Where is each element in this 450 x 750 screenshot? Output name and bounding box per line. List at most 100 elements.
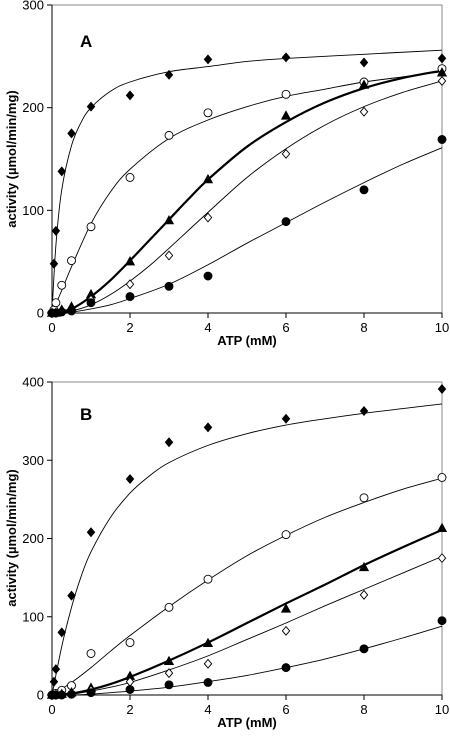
panel-a-series-5-point bbox=[359, 185, 369, 195]
panel-a: A ATP (mM) activity (µmol/min/mg) 0 2 4 6 8 1… bbox=[4, 0, 449, 348]
panel-b-series-1-point bbox=[57, 627, 66, 638]
panel-b-series-5-point bbox=[86, 688, 96, 698]
panel-b-series-4-fit-line bbox=[51, 556, 443, 696]
panel-a-y-tick-label: 200 bbox=[22, 100, 44, 115]
panel-b-x-axis-title: ATP (mM) bbox=[217, 715, 276, 730]
panel-b-series-1-point bbox=[67, 590, 76, 601]
panel-b-y-tick-label: 100 bbox=[22, 609, 44, 624]
panel-b-series-2-point bbox=[437, 473, 447, 482]
panel-a-x-tick-label: 6 bbox=[282, 320, 289, 335]
panel-b-series-5-point bbox=[359, 644, 369, 654]
panel-b-series-4-point bbox=[164, 668, 174, 679]
panel-b-series-1-point bbox=[86, 527, 96, 538]
panel-a-series-3-point bbox=[163, 214, 175, 225]
panel-b-series-5-point bbox=[281, 663, 291, 673]
panel-a-series-1-point bbox=[51, 225, 61, 236]
panel-b-x-tick-label: 10 bbox=[435, 702, 449, 717]
panel-a-series-1-point bbox=[86, 101, 96, 112]
panel-b-series-4-point bbox=[281, 625, 291, 636]
panel-b-y-tick-label: 400 bbox=[22, 375, 44, 390]
panel-a-series-2-point bbox=[281, 89, 291, 99]
panel-a-series-2-point bbox=[203, 108, 213, 118]
panel-b-series-5-point bbox=[437, 616, 447, 626]
panel-b-series-1-point bbox=[51, 664, 61, 675]
panel-a-x-tick-label: 10 bbox=[435, 320, 449, 335]
panel-b-plot-area bbox=[51, 381, 443, 696]
panel-a-series-4-point bbox=[164, 250, 174, 261]
panel-b-series-1-point bbox=[125, 474, 135, 485]
panel-a-series-2-fit-line bbox=[51, 71, 443, 314]
panel-b-series-5-point bbox=[57, 690, 67, 700]
panel-b-series-2-point bbox=[281, 530, 291, 540]
panel-b-x-tick-label: 2 bbox=[126, 702, 133, 717]
panel-b-series-1-point bbox=[49, 676, 59, 687]
panel-a-series-3-point bbox=[280, 110, 292, 120]
panel-a-series-5-point bbox=[437, 135, 447, 144]
panel-b-y-axis-title: activity (µmol/min/mg) bbox=[4, 469, 19, 607]
panel-b-series-2-fit-line bbox=[51, 477, 443, 696]
panel-b: B ATP (mM) activity (µmol/min/mg) 0 2 4 6 8 1… bbox=[4, 375, 449, 731]
panel-a-x-axis-title: ATP (mM) bbox=[217, 333, 276, 348]
panel-a-series-1-point bbox=[281, 52, 291, 63]
panel-a-series-1-point bbox=[49, 258, 59, 269]
panel-b-series-4-point bbox=[203, 658, 213, 669]
panel-a-series-2-point bbox=[86, 222, 96, 232]
panel-b-series-3-point bbox=[280, 603, 292, 613]
panel-a-series-2-point bbox=[125, 173, 135, 182]
panel-a-letter: A bbox=[80, 32, 92, 51]
panel-b-series-3-point bbox=[358, 561, 370, 572]
panel-b-series-2-point bbox=[203, 574, 213, 584]
panel-a-series-1-point bbox=[359, 57, 369, 68]
panel-a-y-axis-title: activity (µmol/min/mg) bbox=[4, 90, 19, 228]
panel-a-series-2-point bbox=[164, 130, 174, 140]
panel-a-series-5-point bbox=[86, 298, 96, 308]
panel-a-y-tick-label: 0 bbox=[37, 306, 44, 321]
panel-b-series-3-point bbox=[163, 655, 175, 666]
panel-b-series-5-point bbox=[164, 680, 174, 690]
panel-b-series-5-point bbox=[125, 685, 135, 694]
panel-a-series-2-point bbox=[51, 298, 61, 308]
panel-b-series-1-point bbox=[164, 437, 174, 448]
panel-b-series-4-point bbox=[437, 553, 447, 564]
panel-a-series-5-point bbox=[125, 292, 135, 302]
panel-a-series-5-point bbox=[67, 306, 76, 316]
panel-a-series-3-fit-line bbox=[51, 69, 443, 315]
panel-b-y-tick-label: 0 bbox=[37, 688, 44, 703]
panel-a-series-3-point bbox=[202, 173, 214, 184]
panel-a-series-1-point bbox=[164, 69, 174, 80]
panel-b-series-2-point bbox=[86, 649, 96, 658]
panel-b-series-3-point bbox=[202, 637, 214, 648]
panel-a-series-5-point bbox=[164, 281, 174, 291]
panel-b-series-5-point bbox=[203, 678, 213, 687]
panel-a-series-5-fit-line bbox=[51, 147, 443, 314]
panel-a-series-1-point bbox=[67, 128, 76, 139]
panel-b-series-1-point bbox=[281, 413, 291, 424]
panel-a-x-tick-label: 8 bbox=[360, 320, 367, 335]
panel-b-series-3-fit-line bbox=[51, 528, 443, 697]
panel-b-x-tick-label: 8 bbox=[360, 702, 367, 717]
panel-a-series-4-fit-line bbox=[51, 80, 443, 314]
panel-a-series-5-point bbox=[203, 271, 213, 281]
panel-a-series-2-point bbox=[67, 256, 76, 266]
panel-a-series-3-point bbox=[124, 256, 136, 266]
panel-a-series-1-fit-line bbox=[51, 49, 443, 314]
panel-a-plot-area bbox=[51, 4, 443, 314]
panel-a-y-tick-label: 100 bbox=[22, 203, 44, 218]
panel-b-y-tick-label: 200 bbox=[22, 531, 44, 546]
panel-b-series-1-fit-line bbox=[51, 403, 443, 696]
panel-a-series-4-point bbox=[437, 75, 447, 86]
panel-b-series-1-point bbox=[203, 422, 213, 433]
panel-b-x-tick-label: 6 bbox=[282, 702, 289, 717]
panel-b-series-2-point bbox=[164, 602, 174, 612]
panel-b-x-tick-label: 0 bbox=[48, 702, 55, 717]
panel-b-series-5-point bbox=[67, 689, 76, 699]
panel-b-series-1-point bbox=[437, 384, 447, 395]
panel-a-x-tick-label: 4 bbox=[204, 320, 211, 335]
panel-a-series-5-point bbox=[57, 307, 67, 317]
panel-a-series-1-point bbox=[437, 53, 447, 64]
panel-a-y-tick-label: 300 bbox=[22, 0, 44, 13]
panel-a-x-tick-label: 2 bbox=[126, 320, 133, 335]
